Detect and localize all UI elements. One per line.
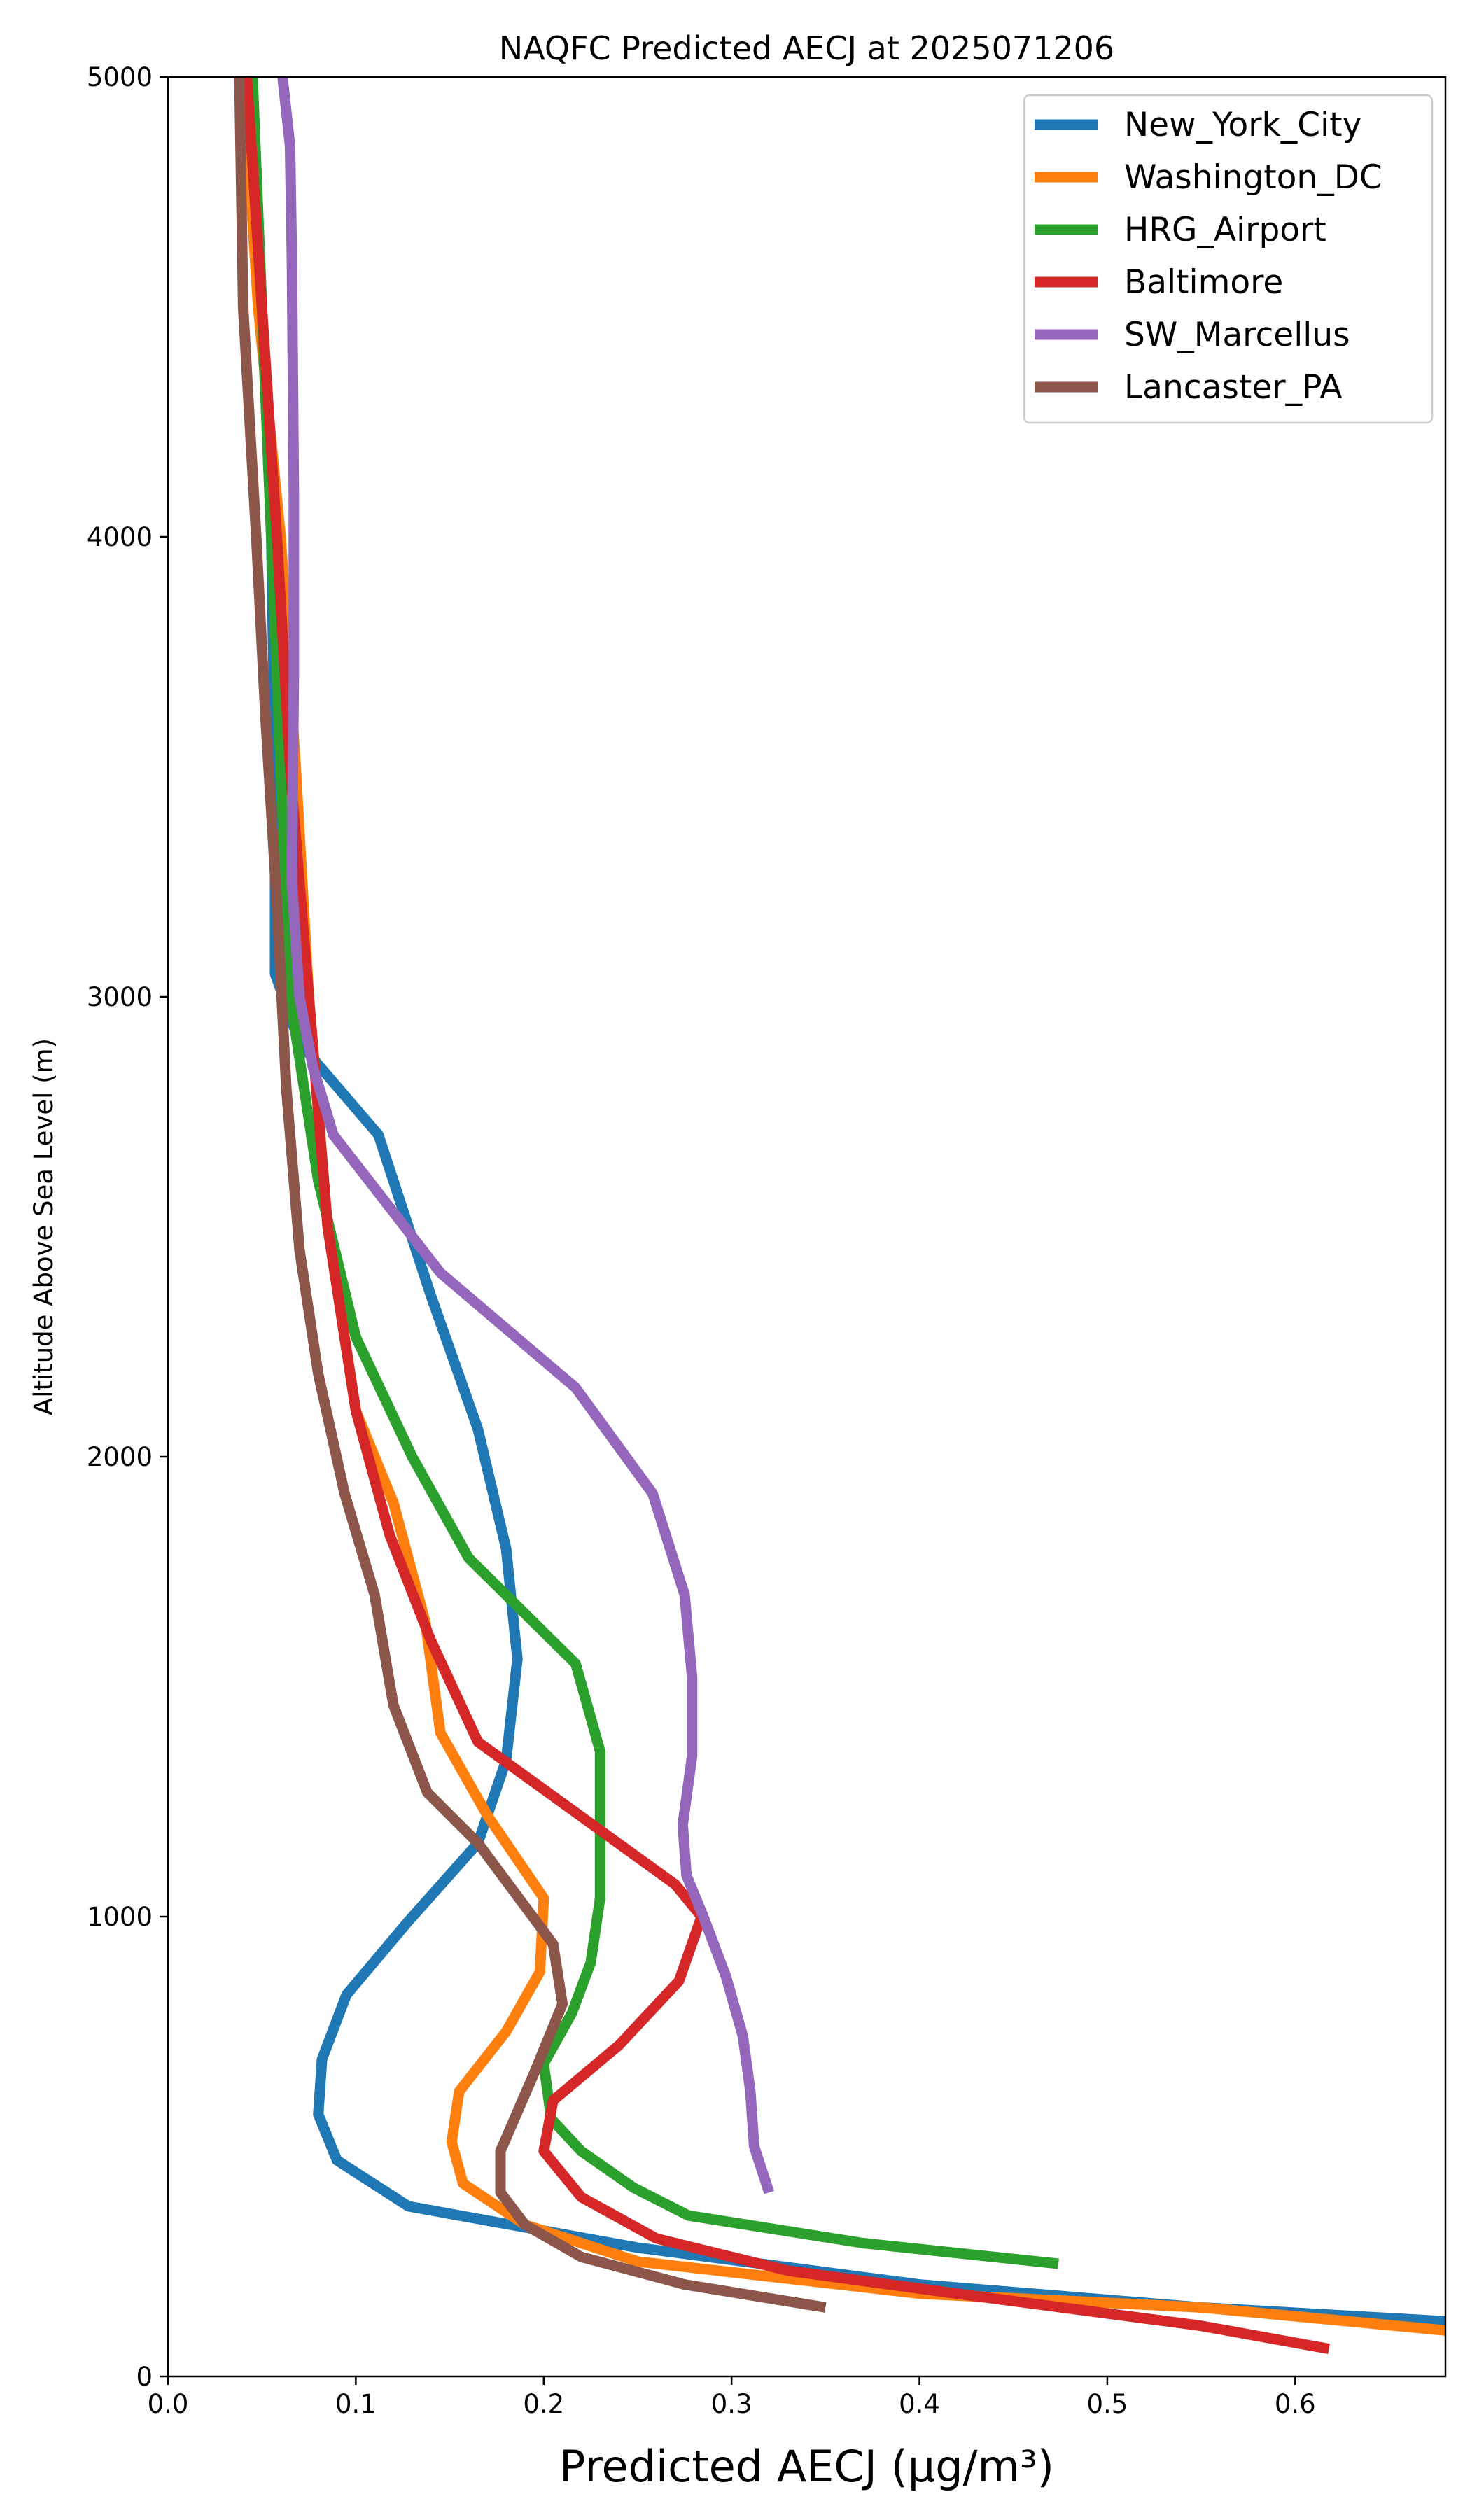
legend: New_York_City Washington_DC HRG_Airport Bal… (1023, 94, 1434, 424)
legend-label: New_York_City (1124, 106, 1362, 144)
series-line-sw-marcellus (277, 77, 774, 2194)
legend-label: Washington_DC (1124, 158, 1382, 197)
y-tick-label: 5000 (87, 62, 153, 92)
plot-frame (167, 76, 1447, 2378)
y-tick-label: 1000 (87, 1902, 153, 1932)
y-tick-label: 3000 (87, 982, 153, 1012)
x-tick-label: 0.0 (148, 2389, 189, 2419)
series-line-hrg-airport (247, 77, 1059, 2269)
chart-title: NAQFC Predicted AECJ at 2025071206 (499, 29, 1114, 67)
x-tick-label: 0.4 (899, 2389, 940, 2419)
legend-label: SW_Marcellus (1124, 316, 1350, 354)
y-axis-ticks: 0 1000 2000 3000 4000 5000 (87, 62, 168, 2392)
y-tick-label: 2000 (87, 1442, 153, 1472)
y-axis-label: Altitude Above Sea Level (m) (29, 1038, 59, 1415)
series-layer (234, 77, 1446, 2354)
x-tick-label: 0.5 (1086, 2389, 1128, 2419)
x-tick-label: 0.6 (1275, 2389, 1316, 2419)
x-tick-label: 0.2 (523, 2389, 564, 2419)
x-tick-label: 0.3 (711, 2389, 752, 2419)
series-line-baltimore (241, 77, 1330, 2354)
x-tick-label: 0.1 (335, 2389, 377, 2419)
x-axis-ticks: 0.0 0.1 0.2 0.3 0.4 0.5 0.6 (148, 2376, 1316, 2419)
x-axis-label: Predicted AECJ (μg/m³) (559, 2441, 1054, 2492)
y-tick-label: 0 (136, 2362, 153, 2392)
y-tick-label: 4000 (87, 522, 153, 552)
legend-label: HRG_Airport (1124, 211, 1326, 249)
legend-label: Baltimore (1124, 263, 1283, 302)
legend-box (1023, 94, 1434, 424)
legend-label: Lancaster_PA (1124, 368, 1343, 407)
series-line-lancaster-pa (234, 77, 827, 2313)
